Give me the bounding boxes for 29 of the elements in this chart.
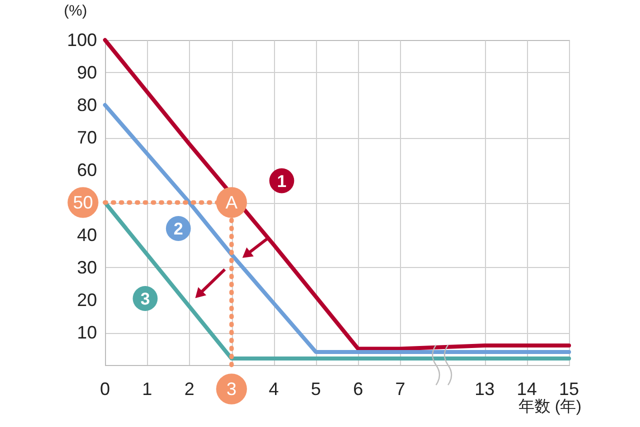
y-tick-label: 60 [76, 160, 97, 180]
y-tick-label: 80 [76, 95, 97, 115]
series-label: 2 [174, 220, 184, 238]
y-tick-label: 20 [76, 290, 97, 310]
x-tick-label: 4 [268, 379, 279, 399]
y-axis-title: (%) [64, 2, 88, 20]
x-tick-label: 14 [516, 379, 537, 399]
text: 1 [276, 172, 286, 191]
annotation: A [226, 192, 238, 212]
line-series [103, 38, 571, 351]
x-tick-label: 15 [558, 379, 580, 399]
y-tick-label: 30 [76, 258, 97, 278]
x-tick-label: 3 [226, 379, 237, 399]
y-tick-label: 90 [76, 62, 97, 82]
y-tick-label: 70 [76, 128, 97, 148]
y-tick-label: 100 [66, 30, 97, 50]
x-axis-title: 年数 (年) [518, 398, 582, 416]
line-series [103, 103, 571, 354]
x-tick-label: 7 [395, 379, 406, 399]
series-label: 3 [140, 290, 150, 308]
x-tick-label: 2 [184, 379, 194, 399]
x-tick-label: 1 [142, 379, 152, 399]
y-tick-label: 40 [76, 225, 97, 245]
y-tick-label: 10 [76, 322, 97, 342]
y-tick-label: 50 [72, 192, 94, 212]
x-tick-label: 0 [100, 379, 110, 399]
x-tick-label: 6 [353, 379, 364, 399]
x-tick-label: 5 [310, 379, 321, 399]
x-tick-label: 13 [474, 379, 495, 399]
